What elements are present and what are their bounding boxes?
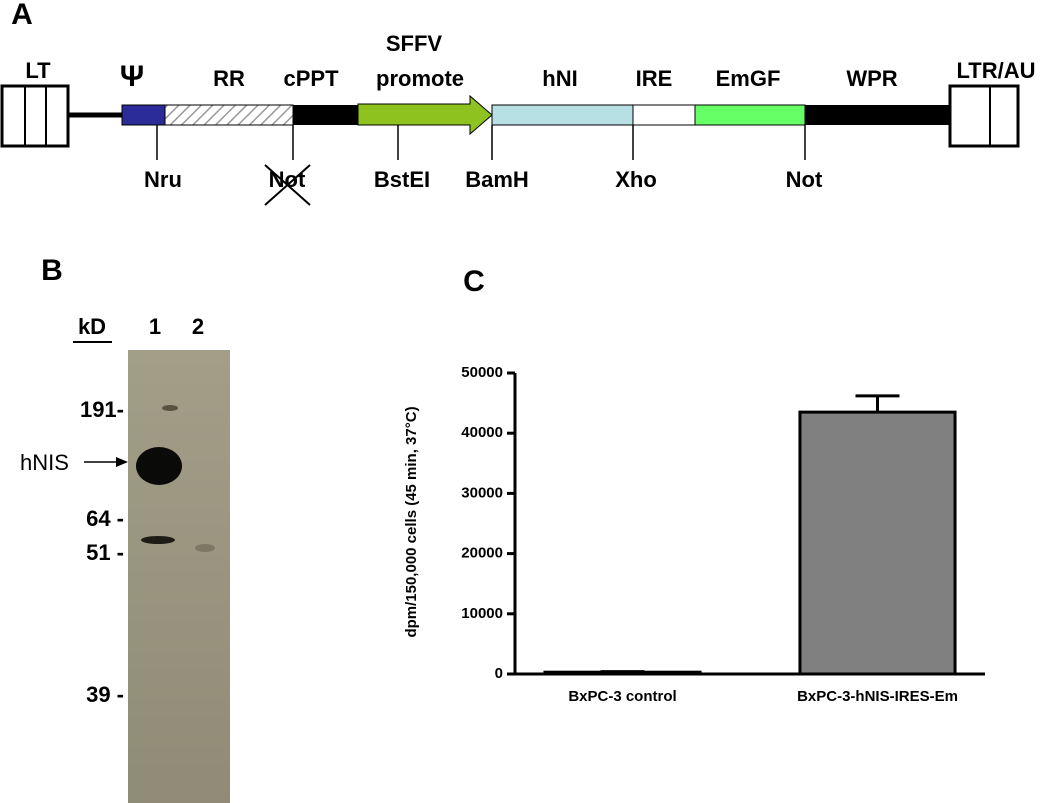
label: Ψ bbox=[120, 60, 144, 93]
promoter-arrow bbox=[357, 94, 493, 136]
label: WPR bbox=[846, 66, 897, 91]
emgfp-segment bbox=[694, 104, 806, 126]
panel-letter: B bbox=[41, 254, 63, 287]
label: LTR/AU bbox=[956, 58, 1035, 83]
site-label: Xho bbox=[615, 167, 657, 192]
site-label: BstEI bbox=[374, 167, 430, 192]
marker-label: 64 - bbox=[86, 506, 124, 531]
band-label: hNIS bbox=[20, 450, 69, 475]
y-tick-label: 30000 bbox=[461, 484, 503, 501]
band bbox=[141, 536, 175, 544]
label: LT bbox=[25, 58, 51, 83]
panel-a: A LT Ψ RR cPPT SFFV promote hNI IRE EmGF… bbox=[0, 0, 1036, 206]
site-label: Not bbox=[786, 167, 823, 192]
y-tick-label: 40000 bbox=[461, 424, 503, 441]
panel-letter: C bbox=[463, 265, 485, 298]
marker-label: 51 - bbox=[86, 540, 124, 565]
site-label: Not bbox=[269, 167, 306, 192]
marker-label: 191- bbox=[80, 397, 124, 422]
lane-label: 1 bbox=[149, 314, 161, 339]
x-tick-label: BxPC-3-hNIS-IRES-Em bbox=[797, 688, 958, 705]
y-tick-label: 20000 bbox=[461, 545, 503, 562]
rre-segment bbox=[164, 104, 294, 126]
band bbox=[136, 447, 182, 485]
wpre-segment bbox=[805, 105, 950, 125]
bar bbox=[798, 410, 957, 676]
panel-b: B kD 1 2 191- 64 - 51 - 39 - hNIS bbox=[20, 254, 230, 803]
ires-segment bbox=[632, 104, 696, 126]
site-label: BamH bbox=[465, 167, 529, 192]
hnis-segment bbox=[491, 104, 634, 126]
label: IRE bbox=[636, 66, 673, 91]
psi-segment bbox=[121, 104, 166, 126]
y-tick-label: 50000 bbox=[461, 364, 503, 381]
label: promote bbox=[376, 66, 464, 91]
label: SFFV bbox=[386, 31, 443, 56]
lane-label: 2 bbox=[192, 314, 204, 339]
y-tick-label: 0 bbox=[495, 665, 503, 682]
label: RR bbox=[213, 66, 245, 91]
panel-letter: A bbox=[11, 0, 33, 31]
marker-label: 39 - bbox=[86, 682, 124, 707]
cppt-segment bbox=[293, 105, 358, 125]
panel-c: C dpm/150,000 cells (45 min, 37°C) BxPC-… bbox=[403, 265, 985, 705]
label: cPPT bbox=[283, 66, 339, 91]
unit-label: kD bbox=[78, 314, 106, 339]
x-tick-label: BxPC-3 control bbox=[568, 688, 676, 705]
ltr-box bbox=[0, 84, 70, 148]
y-tick-label: 10000 bbox=[461, 605, 503, 622]
y-axis-title: dpm/150,000 cells (45 min, 37°C) bbox=[403, 406, 420, 637]
band bbox=[162, 405, 178, 411]
band bbox=[195, 544, 215, 552]
site-label: Nru bbox=[144, 167, 182, 192]
ltr-box bbox=[948, 84, 1020, 148]
blot bbox=[128, 350, 230, 803]
label: EmGF bbox=[716, 66, 781, 91]
label: hNI bbox=[542, 66, 577, 91]
